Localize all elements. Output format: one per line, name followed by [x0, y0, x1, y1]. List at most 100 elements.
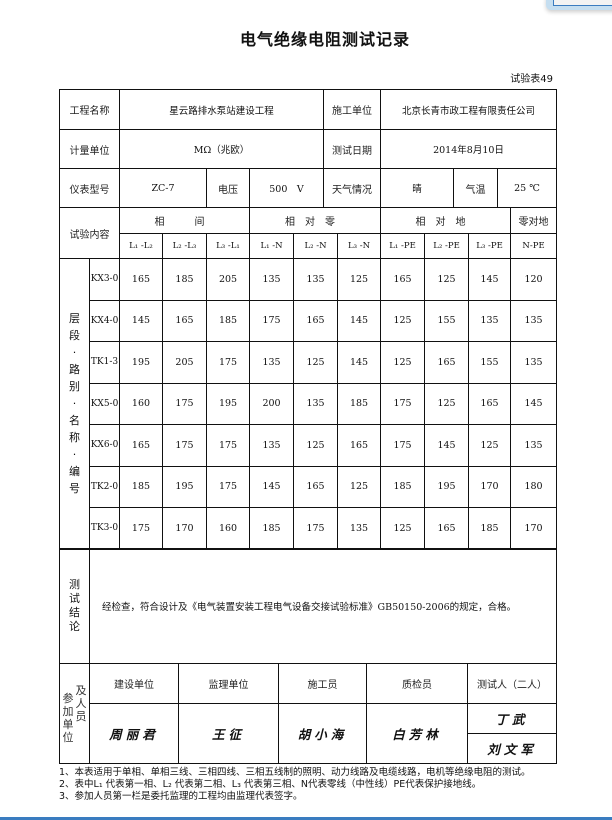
cell-value: 125	[337, 258, 382, 301]
window-bottom-border	[0, 817, 612, 820]
window-frame	[546, 0, 612, 10]
note-item: 1、本表适用于单相、单相三线、三相四线、三相五线制的照明、动力线路及电缆线路，电…	[59, 767, 531, 778]
cell-value: 125	[424, 382, 470, 425]
date-label: 测试日期	[323, 129, 381, 169]
group-header: 相 间	[118, 207, 251, 234]
cell-value: 180	[510, 465, 558, 508]
cell-value: 165	[162, 299, 207, 342]
table-row: TK1-3 195 205 175 135 125 145 125 165 155 135	[60, 341, 558, 384]
table-row: TK2-0 185 195 175 145 165 125 185 195 170 180	[60, 465, 558, 508]
row-name: TK2-0	[89, 465, 120, 508]
cell-value: 175	[205, 341, 251, 384]
participants-label-b: 及人员	[75, 683, 87, 723]
cell-value: 195	[162, 465, 207, 508]
cell-value: 145	[249, 465, 295, 508]
unit-value: MΩ（兆欧）	[119, 129, 324, 169]
conclusion-table: 测试结论 经检查，符合设计及《电气装置安装工程电气设备交接试验标准》GB5015…	[59, 548, 557, 664]
cell-value: 165	[424, 507, 470, 550]
cell-value: 145	[337, 341, 382, 384]
column-header: L₁ -PE	[380, 233, 426, 259]
cell-value: 155	[468, 341, 512, 384]
cell-value: 175	[380, 424, 426, 467]
conclusion-label: 测试结论	[69, 578, 80, 633]
participants-table: 参加单位 及人员 建设单位 监理单位 施工员 质检员 测试人（二人） 周丽君 王…	[59, 663, 557, 764]
row-name: KX5-0	[89, 382, 120, 425]
column-header: L₂ -L₃	[162, 233, 207, 259]
participants-label-a: 参加单位	[62, 691, 74, 744]
voltage-value: 500 V	[249, 168, 324, 208]
header-builder: 施工员	[278, 663, 367, 704]
meter-value: ZC-7	[119, 168, 207, 208]
note-item: 3、参加人员第一栏是委托监理的工程均由监理代表签字。	[59, 791, 303, 802]
cell-value: 175	[205, 465, 251, 508]
cell-value: 145	[510, 382, 558, 425]
signature-tester-1: 丁武	[467, 703, 557, 734]
cell-value: 135	[293, 258, 339, 301]
unit-label: 计量单位	[59, 129, 120, 169]
cell-value: 165	[119, 424, 163, 467]
group-header: 零对地	[510, 207, 558, 234]
cell-value: 185	[468, 507, 512, 550]
content-label: 试验内容	[59, 207, 120, 259]
cell-value: 135	[249, 341, 295, 384]
cell-value: 185	[380, 465, 426, 508]
signature-owner: 周丽君	[89, 703, 179, 764]
cell-value: 175	[380, 382, 426, 425]
cell-value: 170	[468, 465, 512, 508]
column-header: L₂ -N	[293, 233, 339, 259]
cell-value: 125	[380, 299, 426, 342]
row-name: KX6-0	[89, 424, 120, 467]
cell-value: 185	[119, 465, 163, 508]
notes: 1、本表适用于单相、单相三线、三相四线、三相五线制的照明、动力线路及电缆线路，电…	[59, 767, 559, 803]
cell-value: 175	[162, 424, 207, 467]
cell-value: 175	[249, 299, 295, 342]
cell-value: 120	[510, 258, 558, 301]
cell-value: 145	[337, 299, 382, 342]
cell-value: 185	[162, 258, 207, 301]
cell-value: 125	[293, 424, 339, 467]
cell-value: 145	[119, 299, 163, 342]
column-header: L₂ -PE	[424, 233, 470, 259]
table-row: TK3-0 175 170 160 185 175 135 125 165 185 170	[60, 507, 558, 550]
table-row: KX6-0 165 175 175 135 125 165 175 145 125 135	[60, 424, 558, 467]
resistance-table: 试验内容 相 间 相对零 相对地 零对地 L₁ -L₂ L₂ -L₃ L₃ -L₁ L…	[59, 207, 558, 550]
cell-value: 125	[468, 424, 512, 467]
conclusion-text: 经检查，符合设计及《电气装置安装工程电气设备交接试验标准》GB50150-200…	[89, 548, 557, 664]
page-title: 电气绝缘电阻测试记录	[239, 30, 410, 49]
cell-value: 135	[293, 382, 339, 425]
weather-label: 天气情况	[323, 168, 381, 208]
cell-value: 165	[380, 258, 426, 301]
form-number: 试验表49	[510, 74, 553, 85]
weather-value: 晴	[380, 168, 454, 208]
cell-value: 200	[249, 382, 295, 425]
cell-value: 125	[380, 507, 426, 550]
note-item: 2、表中L₁ 代表第一相、L₂ 代表第二相、L₃ 代表第三相、N代表零线（中性线…	[59, 779, 482, 790]
cell-value: 165	[293, 465, 339, 508]
group-header: 相对地	[380, 207, 512, 234]
signature-tester-2: 刘文军	[467, 733, 557, 764]
contractor-label: 施工单位	[323, 89, 381, 130]
cell-value: 195	[119, 341, 163, 384]
cell-value: 135	[510, 341, 558, 384]
row-name: KX3-0	[89, 258, 120, 301]
column-header: L₃ -N	[337, 233, 382, 259]
cell-value: 160	[205, 507, 251, 550]
date-value: 2014年8月10日	[380, 129, 557, 169]
column-header: L₁ -L₂	[119, 233, 163, 259]
column-header: N-PE	[510, 233, 558, 259]
cell-value: 165	[468, 382, 512, 425]
cell-value: 185	[249, 507, 295, 550]
cell-value: 195	[424, 465, 470, 508]
row-name: TK3-0	[89, 507, 120, 550]
temp-label: 气温	[453, 168, 498, 208]
voltage-label: 电压	[206, 168, 250, 208]
contractor-value: 北京长青市政工程有限责任公司	[380, 89, 557, 130]
header-supervisor: 监理单位	[178, 663, 279, 704]
cell-value: 160	[119, 382, 163, 425]
cell-value: 205	[205, 258, 251, 301]
info-table: 工程名称 星云路排水泵站建设工程 施工单位 北京长青市政工程有限责任公司 计量单…	[59, 89, 557, 208]
cell-value: 175	[162, 382, 207, 425]
cell-value: 125	[424, 258, 470, 301]
cell-value: 155	[424, 299, 470, 342]
cell-value: 135	[249, 258, 295, 301]
